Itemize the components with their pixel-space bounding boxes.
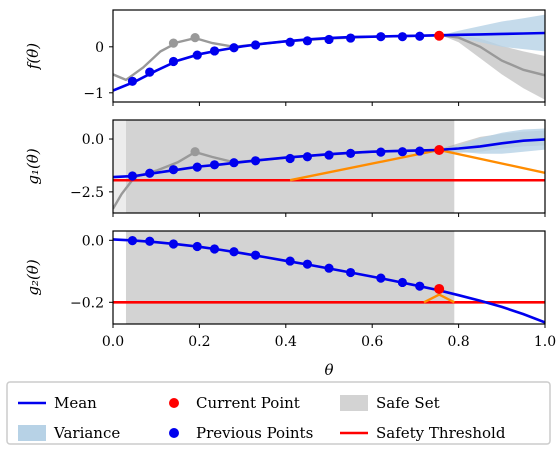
y-axis-label: f(θ) <box>24 43 42 70</box>
y-tick-label: −1 <box>83 86 104 102</box>
x-tick-label: 0.8 <box>447 334 469 350</box>
legend-label: Mean <box>54 394 97 412</box>
y-tick-label: −0.2 <box>70 295 104 311</box>
previous-point <box>324 150 334 160</box>
legend-safety-threshold: Safety Threshold <box>340 424 506 442</box>
safe-set-margin <box>113 120 126 213</box>
previous-point <box>209 46 220 56</box>
legend-safe-set: Safe Set <box>340 394 440 412</box>
previous-point <box>192 50 202 60</box>
current-point <box>434 283 445 294</box>
legend-swatch <box>169 428 179 438</box>
x-tick-label: 0.0 <box>102 334 124 350</box>
previous-point <box>415 31 425 41</box>
plot-area-3 <box>113 231 545 324</box>
legend-swatch <box>169 398 179 408</box>
current-point <box>434 145 445 156</box>
previous-point <box>285 37 295 47</box>
previous-point <box>192 241 202 252</box>
previous-point <box>127 76 138 86</box>
grey-point <box>190 33 200 43</box>
previous-point <box>229 158 239 168</box>
previous-point <box>397 147 408 157</box>
x-tick-label: 0.2 <box>188 334 210 350</box>
legend: Mean Current Point Safe Set Variance Previou… <box>6 381 551 445</box>
previous-point <box>209 160 220 170</box>
previous-point <box>376 32 386 42</box>
previous-point <box>285 256 295 266</box>
previous-point <box>415 146 425 156</box>
legend-label: Previous Points <box>196 424 313 442</box>
grey-point <box>190 147 200 157</box>
previous-point <box>168 56 179 67</box>
safe-set-region <box>125 120 455 213</box>
y-tick-label: −2.5 <box>70 185 104 201</box>
plot-frame <box>112 119 546 214</box>
legend-variance: Variance <box>18 424 120 442</box>
legend-current-point: Current Point <box>169 394 300 412</box>
grey-point <box>168 38 179 48</box>
x-axis-label: θ <box>324 361 333 379</box>
legend-label: Current Point <box>196 394 300 412</box>
previous-point <box>192 162 202 172</box>
previous-point <box>229 247 239 257</box>
panel-1: 0 −1 f(θ) <box>24 9 546 106</box>
safe-set-region <box>125 231 455 324</box>
panels: 0 −1 f(θ) 0.0 −2.5 g₁(θ) 0.0 −0.2 g₂(θ) 0.0 0.2 0.4… <box>24 9 556 350</box>
previous-point <box>250 250 261 260</box>
previous-point <box>168 165 179 175</box>
plot-area-2 <box>113 120 545 213</box>
legend-label: Safe Set <box>376 394 440 412</box>
previous-point <box>285 153 295 164</box>
legend-label: Variance <box>53 424 120 442</box>
previous-point <box>229 43 239 53</box>
y-axis-label: g₁(θ) <box>24 148 42 184</box>
previous-point <box>324 263 334 273</box>
x-tick-label: 1.0 <box>534 334 556 350</box>
plot-frame <box>112 9 546 103</box>
y-axis-label: g₂(θ) <box>24 259 42 295</box>
y-tick-label: 0.0 <box>82 233 104 249</box>
legend-label: Safety Threshold <box>376 424 506 442</box>
previous-point <box>127 171 138 181</box>
previous-point <box>346 33 356 43</box>
legend-mean: Mean <box>18 394 97 412</box>
plot-area-1 <box>113 14 545 100</box>
previous-point <box>250 40 261 50</box>
panel-3: 0.0 −0.2 g₂(θ) 0.0 0.2 0.4 0.6 0.8 1.0 <box>24 230 556 350</box>
current-point <box>434 30 445 41</box>
previous-point <box>168 239 179 249</box>
previous-point <box>302 36 312 46</box>
previous-point <box>145 236 155 246</box>
previous-point <box>376 273 386 283</box>
previous-point <box>346 148 356 158</box>
plot-frame <box>112 230 546 325</box>
previous-point <box>397 32 408 42</box>
previous-point <box>415 281 425 291</box>
y-tick-label: 0.0 <box>82 132 104 148</box>
previous-point <box>302 152 312 162</box>
previous-point <box>346 267 356 278</box>
previous-point <box>250 156 261 166</box>
grey-variance-band <box>441 35 545 100</box>
panel-2: 0.0 −2.5 g₁(θ) <box>24 119 546 217</box>
previous-point <box>145 168 155 178</box>
previous-point <box>324 34 334 45</box>
previous-point <box>127 236 138 246</box>
legend-swatch <box>340 395 368 411</box>
previous-point <box>209 244 220 254</box>
y-tick-label: 0 <box>95 40 104 56</box>
acquisition-line <box>423 293 455 304</box>
x-tick-label: 0.6 <box>361 334 383 350</box>
previous-point <box>376 147 386 157</box>
previous-point <box>302 259 312 269</box>
previous-point <box>397 277 408 288</box>
legend-frame <box>6 381 551 445</box>
x-tick-label: 0.4 <box>275 334 297 350</box>
legend-swatch <box>18 425 46 441</box>
previous-point <box>145 67 155 77</box>
legend-previous-points: Previous Points <box>169 424 313 442</box>
